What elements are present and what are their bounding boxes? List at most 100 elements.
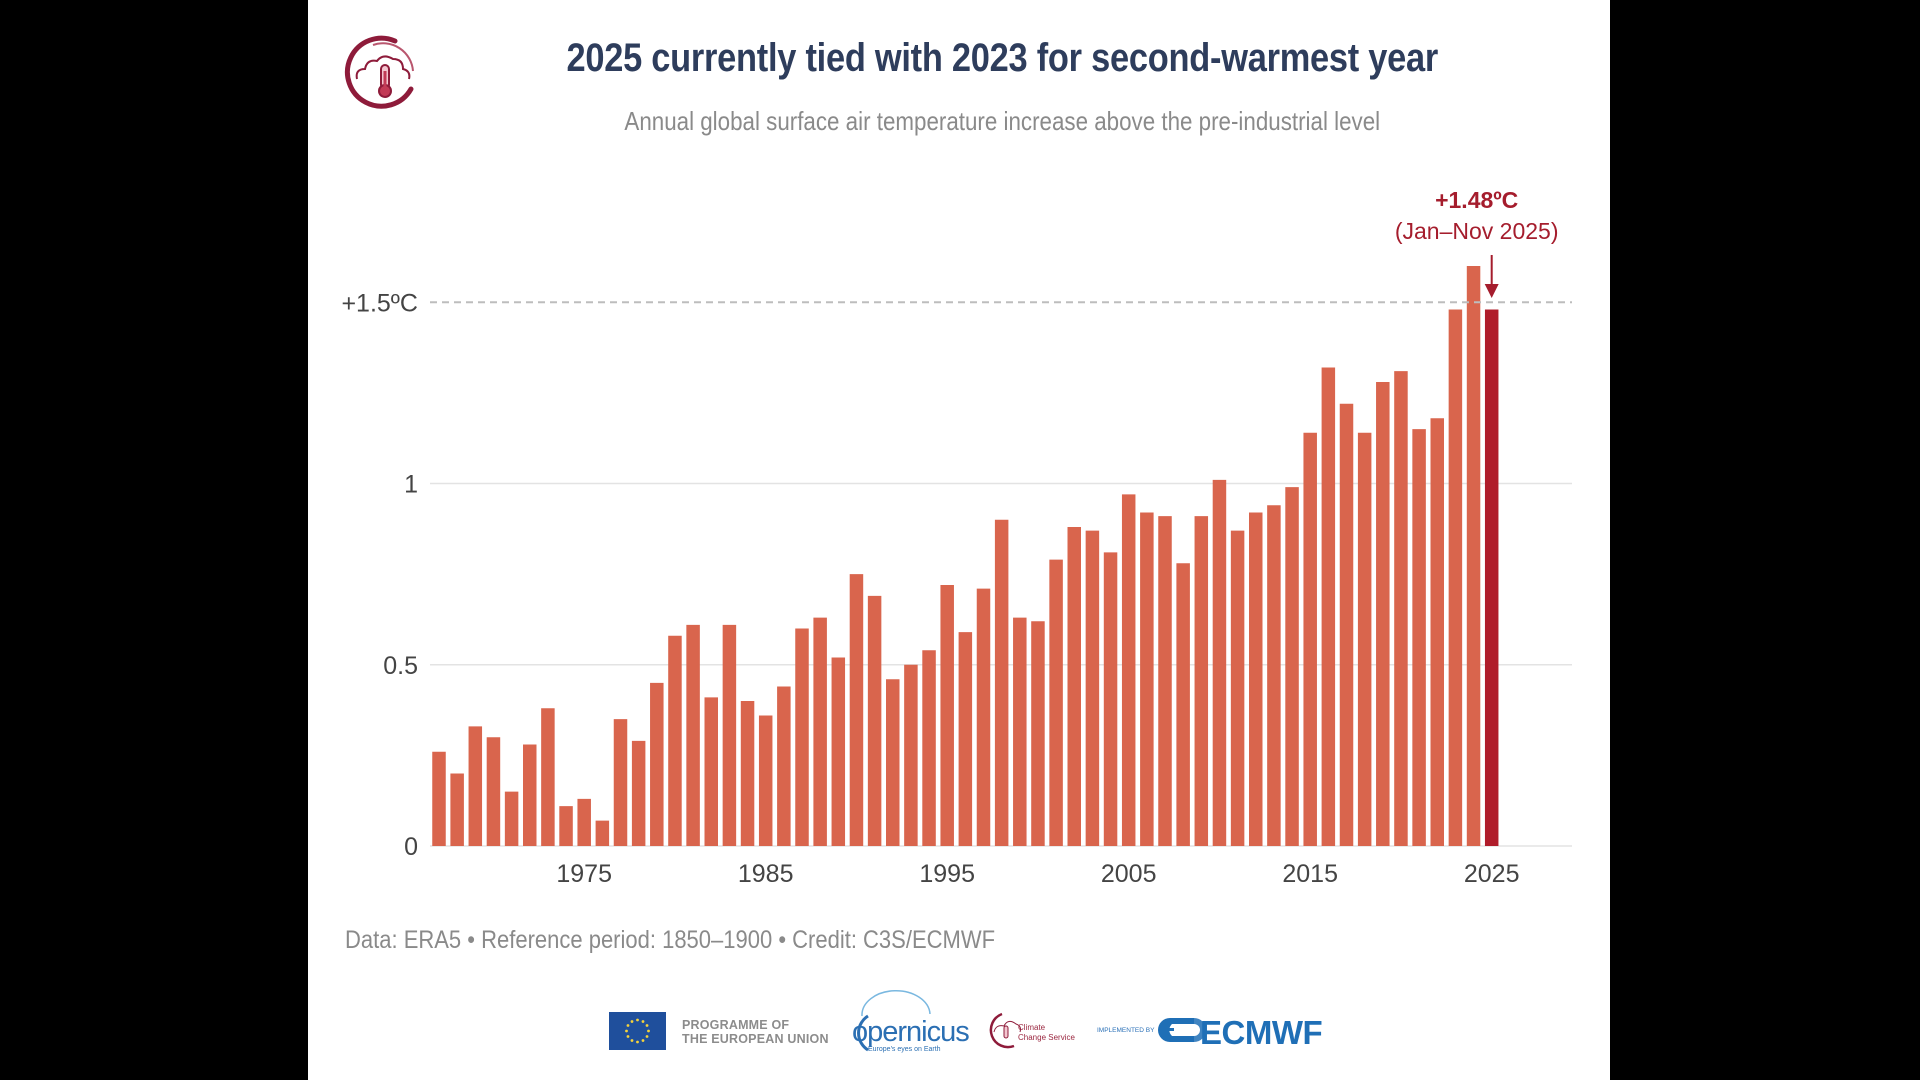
bar-2011 bbox=[1230, 530, 1245, 846]
chart-title: 2025 currently tied with 2023 for second… bbox=[566, 36, 1439, 80]
bar-1974 bbox=[559, 806, 573, 846]
c3s-wordmark: Climate Change Service bbox=[1018, 1023, 1075, 1042]
bar-1971 bbox=[504, 791, 519, 846]
bar-1984 bbox=[740, 701, 755, 846]
bar-1982 bbox=[704, 697, 718, 846]
bar-2002 bbox=[1067, 527, 1081, 846]
x-axis-ticks: 1975 1985 1995 2005 2015 2025 bbox=[556, 860, 1519, 888]
bar-1978 bbox=[631, 740, 646, 846]
eu-programme-label: PROGRAMME OF THE EUROPEAN UNION bbox=[682, 1018, 829, 1046]
bars bbox=[432, 266, 1499, 846]
bar-2010 bbox=[1212, 479, 1227, 846]
bar-2004 bbox=[1103, 552, 1118, 846]
annotation-period: (Jan–Nov 2025) bbox=[1395, 218, 1559, 244]
bar-1972 bbox=[523, 744, 537, 846]
eu-star bbox=[626, 1035, 630, 1038]
eu-star bbox=[636, 1018, 639, 1022]
source-credit: Data: ERA5 • Reference period: 1850–1900… bbox=[345, 926, 996, 954]
arrow-down-icon bbox=[1484, 284, 1499, 298]
bar-2008 bbox=[1176, 563, 1190, 846]
ecmwf-logo-icon bbox=[1158, 1018, 1206, 1042]
x-tick-label: 2015 bbox=[1282, 860, 1338, 888]
bar-2020 bbox=[1394, 371, 1408, 846]
bar-1999 bbox=[1013, 617, 1027, 846]
bar-2015 bbox=[1303, 432, 1317, 846]
eu-star bbox=[636, 1040, 639, 1044]
bar-1989 bbox=[831, 657, 846, 846]
bar-highlight-2025 bbox=[1484, 309, 1499, 846]
bar-2023 bbox=[1448, 309, 1463, 846]
bar-1979 bbox=[650, 682, 664, 846]
bar-1975 bbox=[577, 798, 591, 846]
bar-1977 bbox=[613, 719, 628, 846]
y-axis-ticks: 0 0.5 1 +1.5ºC bbox=[341, 289, 418, 861]
y-tick-label: +1.5ºC bbox=[341, 289, 418, 317]
bar-1992 bbox=[886, 679, 900, 846]
ecmwf-wordmark: ECMWF bbox=[1200, 1014, 1323, 1051]
bar-2019 bbox=[1376, 382, 1390, 846]
copernicus-wordmark: opernicus bbox=[852, 1016, 970, 1048]
bar-1997 bbox=[976, 588, 991, 846]
bar-1996 bbox=[958, 632, 973, 846]
bar-1985 bbox=[758, 715, 773, 846]
bar-1994 bbox=[922, 650, 936, 846]
y-tick-label: 0.5 bbox=[383, 652, 418, 680]
bar-1983 bbox=[722, 624, 737, 846]
bar-1981 bbox=[686, 624, 700, 846]
bar-2007 bbox=[1158, 516, 1172, 846]
eu-star bbox=[645, 1024, 649, 1027]
bar-1967 bbox=[432, 751, 446, 846]
annotation-value: +1.48ºC bbox=[1435, 187, 1518, 213]
eu-star bbox=[630, 1020, 634, 1023]
bar-1990 bbox=[849, 574, 864, 846]
bar-2018 bbox=[1357, 432, 1372, 846]
bar-1991 bbox=[867, 595, 882, 846]
bar-1995 bbox=[940, 585, 954, 846]
bar-2005 bbox=[1121, 494, 1136, 846]
bar-1988 bbox=[813, 617, 827, 846]
eu-star bbox=[630, 1039, 634, 1042]
bar-2022 bbox=[1430, 418, 1444, 846]
bar-2024 bbox=[1466, 266, 1481, 846]
bar-2006 bbox=[1140, 512, 1154, 846]
y-tick-label: 0 bbox=[404, 833, 418, 861]
eu-star bbox=[647, 1029, 650, 1033]
chart-subtitle: Annual global surface air temperature in… bbox=[624, 106, 1381, 136]
bar-1987 bbox=[795, 628, 809, 846]
bar-1998 bbox=[994, 519, 1009, 846]
eu-flag-icon bbox=[609, 1012, 666, 1050]
annotation-group: +1.48ºC (Jan–Nov 2025) bbox=[1395, 187, 1559, 298]
y-tick-label: 1 bbox=[404, 471, 418, 499]
bar-2001 bbox=[1049, 559, 1063, 846]
bar-2014 bbox=[1285, 487, 1299, 846]
eu-star bbox=[645, 1035, 649, 1038]
bar-2016 bbox=[1321, 367, 1336, 846]
bar-2000 bbox=[1031, 621, 1045, 846]
eu-star bbox=[625, 1029, 628, 1033]
x-tick-label: 1985 bbox=[738, 860, 794, 888]
copernicus-tagline: Europe's eyes on Earth bbox=[868, 1046, 941, 1053]
c3s-logo-icon bbox=[989, 1012, 1021, 1049]
eu-star bbox=[641, 1039, 645, 1042]
bar-1973 bbox=[541, 708, 555, 846]
x-tick-label: 2025 bbox=[1464, 860, 1520, 888]
climate-change-service-logo-icon bbox=[344, 35, 414, 109]
bar-1969 bbox=[468, 726, 483, 846]
bar-2013 bbox=[1267, 505, 1281, 846]
bar-1993 bbox=[904, 664, 918, 846]
implemented-by-label: IMPLEMENTED BY bbox=[1097, 1027, 1155, 1034]
bar-1980 bbox=[668, 635, 682, 846]
eu-star bbox=[626, 1024, 630, 1027]
x-tick-label: 1975 bbox=[556, 860, 612, 888]
bar-1970 bbox=[486, 737, 501, 846]
x-tick-label: 1995 bbox=[919, 860, 975, 888]
eu-star bbox=[641, 1020, 645, 1023]
bar-1986 bbox=[777, 686, 791, 846]
bar-2021 bbox=[1412, 429, 1426, 846]
bar-1968 bbox=[450, 773, 464, 846]
x-tick-label: 2005 bbox=[1101, 860, 1157, 888]
copernicus-logo-icon bbox=[857, 989, 931, 1052]
bar-2012 bbox=[1249, 512, 1263, 846]
